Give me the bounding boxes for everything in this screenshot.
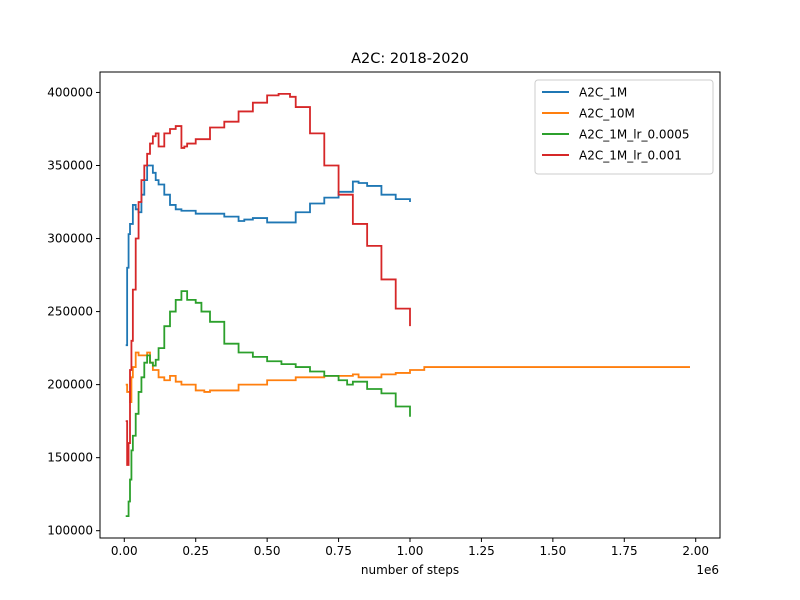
chart-title: A2C: 2018-2020: [351, 51, 469, 67]
y-tick-label: 300000: [47, 232, 93, 246]
y-tick-label: 150000: [47, 451, 93, 465]
legend-entry: A2C_1M: [579, 86, 627, 100]
x-tick-label: 1.25: [468, 544, 495, 558]
plot-area: [125, 93, 690, 517]
x-tick-label: 0.00: [111, 544, 138, 558]
legend-entry: A2C_1M_lr_0.001: [579, 149, 682, 163]
y-tick-label: 250000: [47, 305, 93, 319]
series-line-a2c-1m-lr-0-0005: [125, 290, 411, 517]
series-line-a2c-1m-lr-0-001: [125, 93, 411, 466]
x-tick-label: 1.75: [611, 544, 638, 558]
legend-entry: A2C_1M_lr_0.0005: [579, 128, 689, 142]
x-tick-label: 2.00: [682, 544, 709, 558]
y-tick-label: 200000: [47, 378, 93, 392]
x-axis-label: number of steps: [361, 563, 459, 577]
x-tick-label: 0.75: [325, 544, 352, 558]
y-tick-label: 400000: [47, 85, 93, 99]
x-axis: 0.00 0.25 0.50 0.75 1.00 1.25 1.50 1.75 2.00: [111, 538, 709, 558]
legend-box: [534, 79, 714, 175]
x-tick-label: 1.00: [397, 544, 424, 558]
series-line-a2c-10m: [125, 351, 690, 404]
legend-entry: A2C_10M: [579, 107, 635, 121]
legend: A2C_1M A2C_10M A2C_1M_lr_0.0005 A2C_1M_lr_0…: [534, 79, 714, 175]
x-tick-label: 0.25: [182, 544, 209, 558]
y-tick-label: 350000: [47, 158, 93, 172]
x-tick-label: 1.50: [539, 544, 566, 558]
x-tick-label: 0.50: [254, 544, 281, 558]
plot-frame: [99, 71, 721, 539]
x-axis-offset-label: 1e6: [696, 563, 719, 577]
y-tick-label: 100000: [47, 524, 93, 538]
y-axis: 100000 150000 200000 250000 300000 350000 4000…: [47, 85, 100, 538]
